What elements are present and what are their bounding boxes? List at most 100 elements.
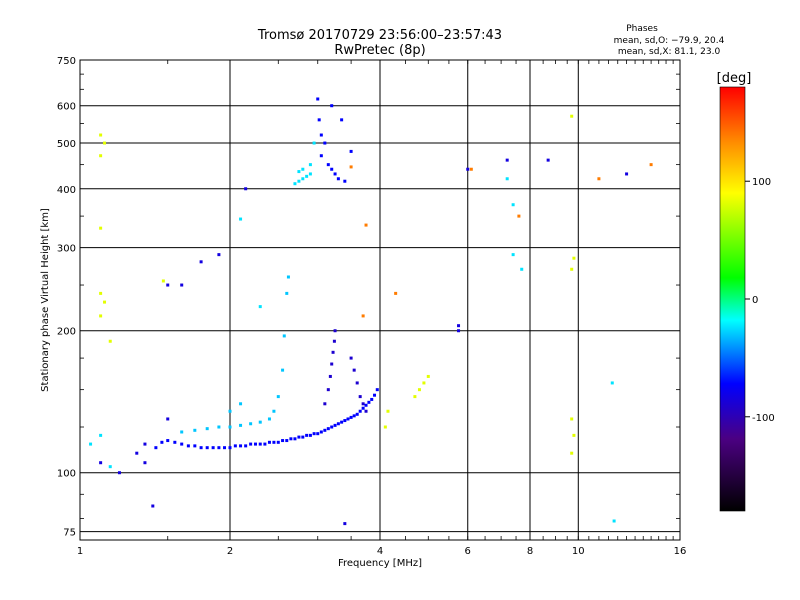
echo-point [361, 406, 365, 410]
echo-point [520, 267, 524, 271]
echo-point [297, 170, 301, 174]
echo-point [217, 425, 221, 429]
echo-point [117, 471, 121, 475]
echo-point [319, 133, 323, 137]
colorbar-tick-label: -100 [752, 413, 775, 424]
echo-point [276, 440, 280, 444]
echo-point [233, 444, 237, 448]
colorbar-ticks: 100 0 -100 [745, 177, 775, 424]
chart-subtitle: RwPretec (8p) [334, 43, 425, 58]
echo-point [323, 402, 327, 406]
stats-x-mode: mean, sd,X: 81.1, 23.0 [618, 47, 721, 57]
echo-point [249, 442, 253, 446]
echo-point [285, 291, 289, 295]
echo-point [308, 172, 312, 176]
echo-point [336, 422, 340, 426]
echo-point [394, 291, 398, 295]
echo-point [103, 300, 107, 304]
echo-point [570, 417, 574, 421]
y-axis-label: Stationary phase Virtual Height [km] [40, 208, 51, 392]
echo-point [267, 417, 271, 421]
echo-point [281, 439, 285, 443]
colorbar-label: [deg] [717, 71, 752, 86]
echo-point [263, 442, 267, 446]
echo-point [99, 154, 103, 158]
echo-point [358, 409, 362, 413]
echo-point [228, 409, 232, 413]
grid-lines [80, 59, 680, 540]
echo-point [413, 395, 417, 399]
echo-point [328, 374, 332, 378]
echo-point [373, 393, 377, 397]
echo-point [223, 446, 227, 450]
echo-point [570, 114, 574, 118]
echo-point [375, 388, 379, 392]
echo-point [228, 446, 232, 450]
y-axis: 75 100 200 300 400 500 600 750 [57, 56, 680, 539]
echo-point [386, 409, 390, 413]
echo-point [572, 256, 576, 260]
x-tick-label: 10 [572, 546, 585, 557]
echo-point [331, 350, 335, 354]
echo-point [154, 446, 158, 450]
echo-point [99, 226, 103, 230]
echo-point [272, 409, 276, 413]
echo-point [293, 437, 297, 441]
echo-point [297, 435, 301, 439]
echo-point [289, 437, 293, 441]
echo-point [370, 397, 374, 401]
echo-point [312, 141, 316, 145]
echo-point [166, 417, 170, 421]
echo-point [358, 395, 362, 399]
echo-point [333, 423, 337, 427]
x-tick-label: 16 [674, 546, 687, 557]
echo-point [505, 158, 509, 162]
echo-point [364, 403, 368, 407]
echo-point [546, 158, 550, 162]
echo-point [301, 177, 305, 181]
x-tick-label: 6 [465, 546, 471, 557]
echo-point [143, 461, 147, 465]
echo-point [383, 425, 387, 429]
echo-point [349, 356, 353, 360]
echo-point [349, 165, 353, 169]
colorbar-tick-label: 100 [752, 177, 771, 188]
echo-point [469, 167, 473, 171]
echo-point [151, 504, 155, 508]
echo-point [285, 439, 289, 443]
echo-point [293, 182, 297, 186]
echo-point [99, 461, 103, 465]
echo-point [272, 440, 276, 444]
y-tick-label: 300 [57, 244, 76, 255]
echo-point [301, 435, 305, 439]
y-tick-label: 750 [57, 56, 76, 67]
echo-point [319, 430, 323, 434]
echo-point [330, 425, 334, 429]
echo-point [89, 442, 93, 446]
echo-point [323, 428, 327, 432]
stats-o-mode: mean, sd,O: −79.9, 20.4 [614, 36, 725, 46]
echo-point [305, 174, 309, 178]
echo-point [319, 154, 323, 158]
echo-point [282, 334, 286, 338]
echo-point [323, 141, 327, 145]
echo-point [166, 283, 170, 287]
echo-point [99, 133, 103, 137]
echo-point [239, 402, 243, 406]
echo-point [333, 172, 337, 176]
echo-point [228, 425, 232, 429]
echo-point [343, 179, 347, 183]
echo-point [505, 177, 509, 181]
x-axis-label: Frequency [MHz] [338, 558, 422, 569]
stats-heading: Phases [626, 24, 658, 34]
echo-point [180, 442, 184, 446]
echo-point [417, 388, 421, 392]
data-points [89, 97, 653, 526]
echo-point [364, 223, 368, 227]
echo-point [135, 451, 139, 455]
echo-point [570, 451, 574, 455]
echo-point [330, 104, 334, 108]
y-tick-label: 500 [57, 139, 76, 150]
colorbar-tick-label: 0 [752, 295, 758, 306]
